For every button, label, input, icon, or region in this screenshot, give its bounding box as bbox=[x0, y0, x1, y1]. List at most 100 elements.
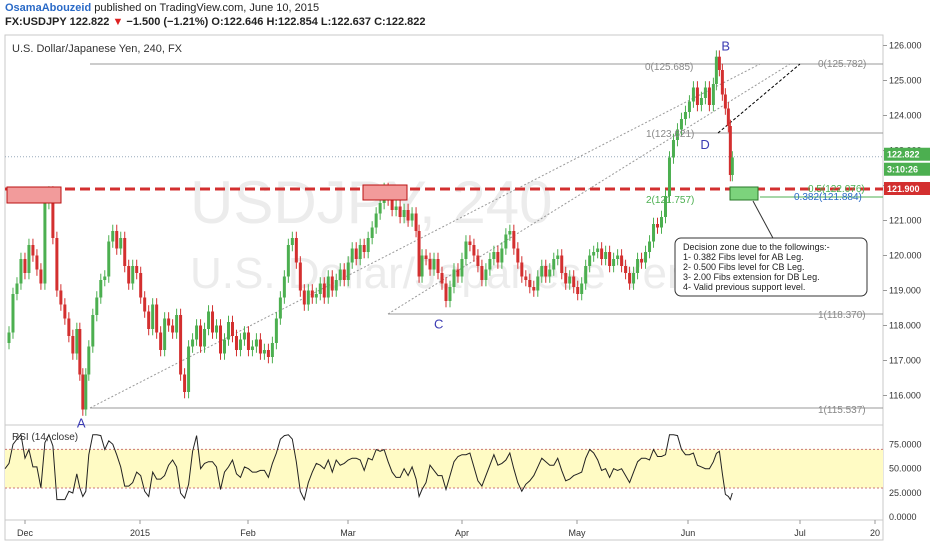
candle-body bbox=[63, 304, 67, 319]
candle-body bbox=[290, 238, 294, 245]
author-link[interactable]: OsamaAbouzeid bbox=[5, 2, 92, 14]
candle-body bbox=[203, 329, 207, 347]
candle-body bbox=[71, 336, 75, 354]
candle-body bbox=[306, 290, 310, 305]
candle-body bbox=[720, 70, 724, 95]
candle-body bbox=[123, 238, 127, 266]
candle-body bbox=[448, 287, 452, 301]
callout-line-0: Decision zone due to the followings:- bbox=[683, 242, 830, 252]
candle-body bbox=[472, 245, 476, 256]
candle-body bbox=[159, 332, 163, 350]
point-label-A: A bbox=[77, 416, 86, 431]
fib-label: 0.5(122.076) bbox=[808, 184, 865, 195]
candle-body bbox=[282, 276, 286, 298]
candle-body bbox=[488, 259, 492, 270]
candle-body bbox=[648, 241, 652, 252]
candle-body bbox=[707, 87, 711, 105]
candle-body bbox=[51, 192, 55, 238]
price-tick-label: 116.000 bbox=[889, 391, 921, 401]
high-value: H:122.854 bbox=[266, 16, 318, 28]
price-tag-label: 3:10:26 bbox=[887, 165, 918, 175]
candle-body bbox=[671, 140, 675, 158]
callout-box bbox=[674, 237, 868, 297]
candle-body bbox=[624, 266, 628, 273]
candle-body bbox=[143, 297, 147, 312]
candle-body bbox=[266, 350, 270, 357]
price-tags: 122.822 3:10:26 121.900 bbox=[884, 147, 930, 195]
candle-body bbox=[695, 87, 699, 105]
time-tick-label: 2015 bbox=[130, 528, 150, 538]
decision-box[interactable] bbox=[729, 186, 759, 201]
candle-body bbox=[67, 318, 71, 336]
callout-line-3: 3- 2.00 Fibs extension for DB Leg. bbox=[683, 272, 820, 282]
candle-body bbox=[730, 157, 734, 175]
candle-body bbox=[119, 238, 123, 249]
candle-body bbox=[726, 108, 730, 126]
candle-body bbox=[338, 269, 342, 280]
candle-body bbox=[476, 255, 480, 266]
candle-body bbox=[620, 255, 624, 266]
candle-body bbox=[564, 273, 568, 284]
candle-body bbox=[596, 248, 600, 252]
candle-body bbox=[390, 199, 394, 210]
callout-line-4: 4- Valid previous support level. bbox=[683, 282, 805, 292]
price-series bbox=[7, 50, 734, 416]
candle-body bbox=[496, 252, 500, 263]
candle-body bbox=[699, 98, 703, 105]
rsi-tick-label: 50.0000 bbox=[889, 464, 922, 474]
rsi-line bbox=[4, 433, 733, 502]
chart-canvas[interactable]: USDJPY, 240 U.S. Dollar/Japanese Yen U.S… bbox=[0, 30, 932, 550]
candle-body bbox=[211, 311, 215, 333]
supply-box-left[interactable] bbox=[6, 186, 62, 204]
time-tick-label: Mar bbox=[340, 528, 356, 538]
candle-body bbox=[87, 346, 91, 375]
candle-body bbox=[171, 325, 175, 333]
candle-body bbox=[183, 374, 187, 392]
rsi-tick-label: 25.0000 bbox=[889, 488, 922, 498]
candle-body bbox=[135, 266, 139, 273]
rsi-tick-label: 0.0000 bbox=[889, 512, 917, 522]
candle-body bbox=[656, 224, 660, 228]
candle-body bbox=[536, 276, 540, 291]
candle-body bbox=[270, 343, 274, 357]
candle-body bbox=[111, 231, 115, 242]
candle-body bbox=[155, 304, 159, 333]
candle-body bbox=[480, 266, 484, 280]
decision-callout[interactable]: Decision zone due to the followings:- 1-… bbox=[674, 200, 868, 297]
time-axis-ticks: Dec 2015 Feb Mar Apr May Jun Jul 20 bbox=[17, 520, 880, 538]
candle-body bbox=[378, 203, 382, 214]
candle-body bbox=[19, 259, 23, 284]
candle-body bbox=[55, 238, 59, 291]
price-tag bbox=[884, 147, 930, 161]
candle-body bbox=[556, 255, 560, 259]
candle-body bbox=[714, 56, 718, 84]
candle-body bbox=[31, 245, 35, 256]
candle-body bbox=[147, 311, 151, 329]
candle-body bbox=[444, 283, 448, 301]
symbol-quote-line: FX:USDJPY 122.822 ▼ −1.500 (−1.21%) O:12… bbox=[5, 16, 425, 28]
down-arrow-icon: ▼ bbox=[112, 16, 124, 28]
candle-body bbox=[258, 339, 262, 354]
published-text: published on TradingView.com, June 10, 2… bbox=[94, 2, 320, 14]
candle-body bbox=[167, 318, 171, 326]
projection-line bbox=[717, 63, 801, 134]
candle-body bbox=[27, 245, 31, 273]
price-tag-label: 121.900 bbox=[887, 184, 920, 194]
candle-body bbox=[195, 325, 199, 340]
time-tick-label: Feb bbox=[240, 528, 256, 538]
low-value: L:122.637 bbox=[320, 16, 372, 28]
candle-body bbox=[687, 101, 691, 112]
candle-body bbox=[151, 304, 155, 329]
candle-body bbox=[452, 269, 456, 287]
fib-label: 2(121.757) bbox=[646, 195, 694, 206]
candle-body bbox=[640, 259, 644, 263]
supply-box-mid[interactable] bbox=[362, 184, 408, 201]
time-tick-label: Apr bbox=[455, 528, 469, 538]
candle-body bbox=[99, 280, 103, 298]
candle-body bbox=[131, 266, 135, 284]
candle-body bbox=[330, 276, 334, 291]
candle-body bbox=[516, 248, 520, 263]
candle-body bbox=[552, 259, 556, 270]
fib-labels: 0(125.685) 0(125.782) 1(123.621) 0.5(122.07… bbox=[645, 59, 866, 416]
candle-body bbox=[667, 157, 671, 196]
